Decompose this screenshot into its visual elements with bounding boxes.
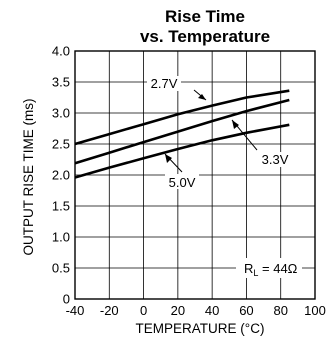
y-tick-label: 3.0 bbox=[52, 106, 70, 121]
x-tick-label: 100 bbox=[304, 303, 326, 318]
plot-frame bbox=[74, 50, 316, 300]
x-tick-label: -40 bbox=[66, 303, 85, 318]
chart-subtitle: vs. Temperature bbox=[140, 27, 270, 46]
x-tick-label: 20 bbox=[171, 303, 185, 318]
series-label-5-0v: 5.0V bbox=[169, 175, 196, 190]
x-tick-label: 60 bbox=[239, 303, 253, 318]
series-label-2-7v: 2.7V bbox=[151, 76, 178, 91]
series-line-5-0v bbox=[74, 123, 290, 179]
label-3-3v: 3.3V bbox=[231, 119, 292, 167]
x-tick-label: 0 bbox=[140, 303, 147, 318]
y-axis-ticks: 0 0.5 1.0 1.5 2.0 2.5 3.0 3.5 4.0 bbox=[52, 44, 70, 307]
series-line-3-3v bbox=[74, 98, 290, 165]
y-tick-label: 0.5 bbox=[52, 261, 70, 276]
series-lines bbox=[74, 89, 290, 179]
x-tick-label: -20 bbox=[100, 303, 119, 318]
y-tick-label: 2.0 bbox=[52, 168, 70, 183]
x-tick-label: 80 bbox=[273, 303, 287, 318]
y-tick-label: 2.5 bbox=[52, 137, 70, 152]
load-resistance-label: RL = 44Ω bbox=[244, 261, 298, 278]
label-2-7v: 2.7V bbox=[147, 76, 207, 101]
series-line-2-7v bbox=[74, 89, 290, 146]
y-tick-label: 4.0 bbox=[52, 44, 70, 59]
y-tick-label: 0 bbox=[63, 292, 70, 307]
series-label-3-3v: 3.3V bbox=[262, 152, 289, 167]
y-tick-label: 3.5 bbox=[52, 75, 70, 90]
y-tick-label: 1.0 bbox=[52, 230, 70, 245]
x-tick-label: 40 bbox=[205, 303, 219, 318]
label-5-0v: 5.0V bbox=[164, 153, 199, 190]
load-annotation: RL = 44Ω bbox=[236, 258, 302, 278]
x-axis-label: TEMPERATURE (°C) bbox=[136, 321, 265, 336]
x-axis-ticks: -40 -20 0 20 40 60 80 100 bbox=[66, 303, 326, 318]
chart-title: Rise Time bbox=[165, 7, 245, 26]
y-tick-label: 1.5 bbox=[52, 199, 70, 214]
y-axis-label: OUTPUT RISE TIME (ms) bbox=[21, 98, 36, 255]
